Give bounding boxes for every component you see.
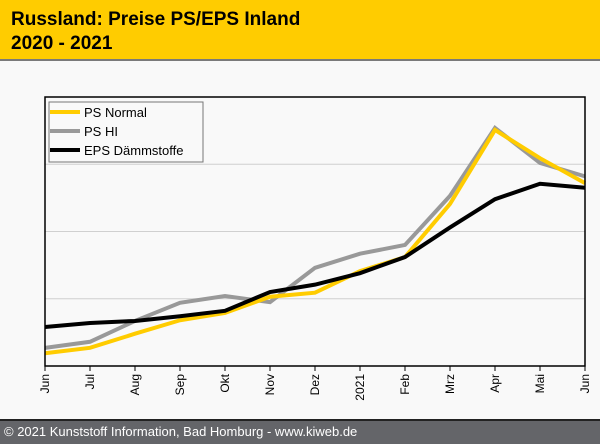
legend: PS Normal PS HI EPS Dämmstoffe (48, 101, 204, 163)
x-tick-label: Aug (128, 374, 142, 395)
x-tick-label: Jun (38, 374, 52, 393)
chart-header: Russland: Preise PS/EPS Inland 2020 - 20… (0, 0, 600, 61)
chart-title: Russland: Preise PS/EPS Inland (11, 9, 301, 30)
legend-label: EPS Dämmstoffe (84, 143, 183, 158)
x-tick-label: Nov (263, 374, 277, 395)
chart-subtitle: 2020 - 2021 (11, 33, 113, 54)
x-tick-label: Jul (83, 374, 97, 389)
series-line-eps-d-mmstoffe (44, 181, 586, 329)
x-tick-label: Apr (488, 374, 502, 393)
x-tick-label: Sep (173, 374, 187, 396)
x-tick-label: Dez (308, 374, 322, 395)
x-tick-label: Feb (398, 374, 412, 395)
x-tick-label: Jun (578, 374, 592, 393)
x-tick-label: Okt (218, 373, 232, 392)
x-tick-label: Mrz (443, 374, 457, 394)
legend-label: PS Normal (84, 105, 147, 120)
x-tick-label: 2021 (353, 374, 367, 401)
copyright-footer: © 2021 Kunststoff Information, Bad Hombu… (0, 419, 600, 444)
series-line-ps-normal (44, 127, 586, 356)
legend-label: PS HI (84, 124, 118, 139)
x-tick-label: Mai (533, 374, 547, 393)
